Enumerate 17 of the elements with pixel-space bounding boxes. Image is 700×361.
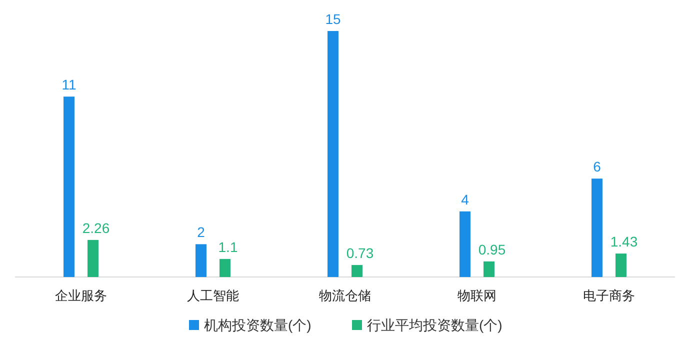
x-tick-label: 企业服务 [55, 288, 107, 303]
x-tick-label: 电子商务 [583, 288, 635, 303]
data-label: 6 [593, 158, 602, 175]
data-label: 1.43 [610, 234, 638, 250]
x-tick-label: 物联网 [458, 288, 496, 303]
data-label: 15 [325, 11, 341, 27]
legend-label: 行业平均投资数量(个) [367, 317, 502, 333]
legend-label: 机构投资数量(个) [204, 317, 312, 333]
data-label: 1.1 [218, 238, 238, 255]
x-tick-label: 物流仓储 [319, 288, 371, 303]
x-tick-label: 人工智能 [187, 288, 239, 303]
data-label: 2.26 [82, 220, 110, 236]
data-label: 0.95 [478, 241, 506, 258]
data-label: 11 [62, 76, 76, 93]
data-label: 0.73 [346, 245, 374, 262]
data-label: 4 [461, 191, 470, 208]
data-label: 2 [197, 224, 206, 240]
